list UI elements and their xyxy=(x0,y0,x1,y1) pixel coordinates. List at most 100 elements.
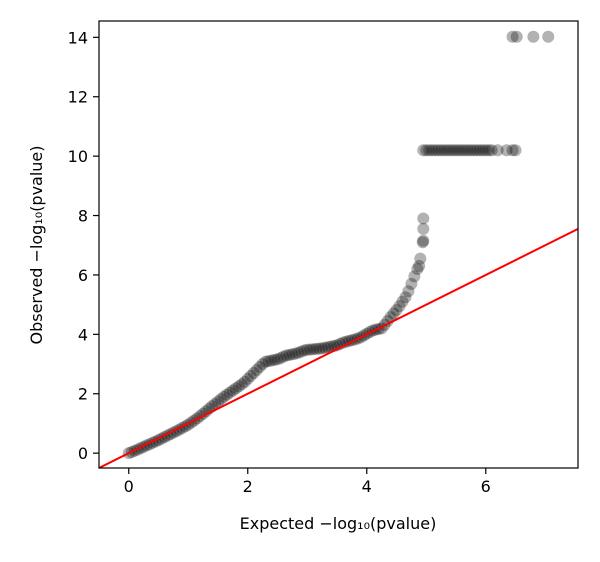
x-tick-label: 6 xyxy=(481,477,491,496)
data-point xyxy=(444,144,457,157)
data-point xyxy=(413,260,426,273)
data-point xyxy=(396,295,409,308)
data-point xyxy=(429,144,442,157)
data-point xyxy=(476,144,489,157)
data-point xyxy=(253,361,266,374)
data-point xyxy=(408,270,421,283)
data-point xyxy=(417,234,430,247)
data-point xyxy=(464,144,477,157)
data-point xyxy=(313,342,326,355)
data-point xyxy=(259,355,272,368)
y-tick-label: 12 xyxy=(68,88,88,107)
data-point xyxy=(310,342,323,355)
data-point xyxy=(506,30,519,43)
x-tick-label: 4 xyxy=(362,477,372,496)
data-point xyxy=(381,314,394,327)
data-point xyxy=(286,348,299,361)
y-tick-label: 10 xyxy=(68,147,88,166)
data-point xyxy=(473,144,486,157)
data-point xyxy=(277,350,290,363)
data-point xyxy=(247,366,260,379)
data-point xyxy=(212,395,225,408)
data-point xyxy=(200,405,213,418)
data-point xyxy=(250,363,263,376)
data-point xyxy=(280,349,293,362)
y-tick-label: 6 xyxy=(78,266,88,285)
y-tick-label: 14 xyxy=(68,28,88,47)
y-tick-label: 2 xyxy=(78,385,88,404)
data-point xyxy=(405,277,418,290)
data-point xyxy=(304,343,317,356)
data-point xyxy=(485,144,498,157)
data-point xyxy=(509,144,522,157)
data-point xyxy=(301,343,314,356)
data-point xyxy=(274,352,287,365)
data-point xyxy=(214,393,227,406)
data-point xyxy=(423,144,436,157)
data-point xyxy=(322,341,335,354)
data-point xyxy=(244,369,257,382)
data-point xyxy=(500,144,513,157)
data-point xyxy=(402,285,415,298)
data-point xyxy=(295,345,308,358)
data-point xyxy=(470,144,483,157)
data-point xyxy=(461,144,474,157)
data-point xyxy=(226,384,239,397)
data-point xyxy=(217,390,230,403)
data-point xyxy=(479,144,492,157)
data-point xyxy=(417,212,430,225)
x-tick-label: 2 xyxy=(243,477,253,496)
data-point xyxy=(220,388,233,401)
data-point xyxy=(417,144,430,157)
data-point xyxy=(232,380,245,393)
data-point xyxy=(292,346,305,359)
data-point xyxy=(458,144,471,157)
data-point xyxy=(542,30,555,43)
plot-background xyxy=(99,21,578,468)
data-point xyxy=(411,263,424,276)
data-point xyxy=(482,144,495,157)
data-point xyxy=(447,144,460,157)
data-point xyxy=(307,343,320,356)
data-point xyxy=(241,372,254,385)
data-point xyxy=(319,341,332,354)
data-point xyxy=(235,378,248,391)
x-axis: 0 2 4 6 xyxy=(124,468,491,496)
y-axis: 0 2 4 6 8 10 12 14 xyxy=(68,28,99,463)
data-point xyxy=(426,144,439,157)
y-tick-label: 8 xyxy=(78,207,88,226)
data-point xyxy=(399,291,412,304)
x-axis-label: Expected −log₁₀(pvalue) xyxy=(240,514,437,533)
data-point xyxy=(420,144,433,157)
data-point xyxy=(265,354,278,367)
data-point xyxy=(455,144,468,157)
data-point xyxy=(390,303,403,316)
data-point xyxy=(271,353,284,366)
data-point xyxy=(416,236,429,249)
y-axis-label: Observed −log₁₀(pvalue) xyxy=(27,145,46,344)
data-point xyxy=(491,144,504,157)
data-point xyxy=(325,340,338,353)
data-point xyxy=(438,144,451,157)
data-point xyxy=(441,144,454,157)
data-point xyxy=(298,344,311,357)
y-tick-label: 0 xyxy=(78,444,88,463)
data-point xyxy=(435,144,448,157)
data-point xyxy=(283,348,296,361)
data-point xyxy=(510,30,523,43)
data-point xyxy=(262,355,275,368)
data-point xyxy=(417,222,430,235)
data-point xyxy=(209,397,222,410)
data-point xyxy=(268,353,281,366)
data-point xyxy=(414,252,427,265)
data-point xyxy=(452,144,465,157)
data-point xyxy=(223,386,236,399)
data-point xyxy=(238,375,251,388)
data-point xyxy=(229,382,242,395)
data-point xyxy=(339,335,352,348)
data-point xyxy=(432,144,445,157)
data-point xyxy=(467,144,480,157)
data-point xyxy=(316,342,329,355)
reference-line xyxy=(99,228,578,468)
